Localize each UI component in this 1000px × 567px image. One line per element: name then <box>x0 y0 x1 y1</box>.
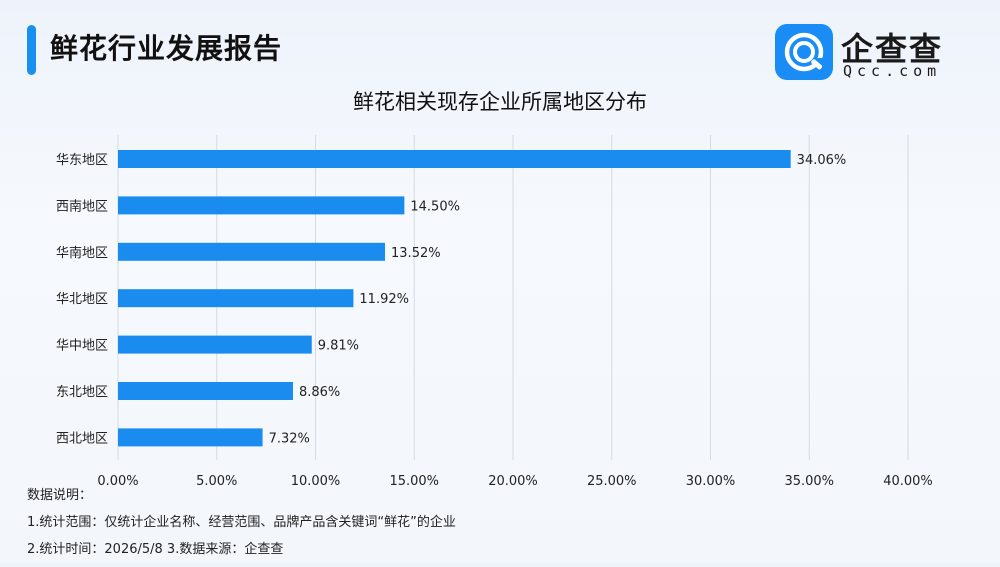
bar <box>118 196 405 215</box>
notes-heading: 数据说明： <box>27 488 93 503</box>
bar <box>118 289 354 308</box>
data-label: 11.92% <box>359 292 409 307</box>
bar <box>118 335 312 354</box>
y-tick-label: 华中地区 <box>56 339 108 354</box>
report-title: 鲜花行业发展报告 <box>50 32 283 65</box>
x-tick-label: 5.00% <box>196 474 237 489</box>
x-tick-label: 40.00% <box>883 474 933 489</box>
qcc-logo-domain: Qcc.com <box>843 62 942 80</box>
notes-source: 2.统计时间：2026/5/8 3.数据来源：企查查 <box>27 542 284 557</box>
data-label: 13.52% <box>391 246 441 261</box>
data-label: 9.81% <box>318 339 359 354</box>
x-tick-label: 35.00% <box>784 474 834 489</box>
bar <box>118 428 263 447</box>
data-label: 8.86% <box>299 385 340 400</box>
chart-title: 鲜花相关现存企业所属地区分布 <box>353 90 647 114</box>
y-tick-label: 华南地区 <box>56 245 108 261</box>
x-tick-label: 30.00% <box>686 474 736 489</box>
bar <box>118 242 386 261</box>
qcc-logo: 企查查 Qcc.com <box>775 24 975 84</box>
y-tick-label: 华东地区 <box>56 153 108 168</box>
x-tick-label: 10.00% <box>291 474 341 489</box>
header-accent-bar <box>27 25 36 75</box>
data-label: 34.06% <box>797 153 847 168</box>
y-tick-label: 西南地区 <box>56 198 108 214</box>
bar <box>118 150 791 168</box>
notes-scope: 1.统计范围：仅统计企业名称、经营范围、品牌产品含关键词“鲜花”的企业 <box>27 515 456 530</box>
x-tick-label: 15.00% <box>389 474 439 489</box>
x-tick-label: 20.00% <box>488 474 538 489</box>
y-tick-label: 西北地区 <box>56 431 108 446</box>
y-tick-label: 华北地区 <box>56 292 108 307</box>
bar-chart: 0.00% 5.00% 10.00% 15.00% 20.00% 25.00% 30.00%… <box>56 135 933 489</box>
data-label: 7.32% <box>269 431 310 446</box>
y-tick-label: 东北地区 <box>56 385 108 400</box>
data-notes: 数据说明： 1.统计范围：仅统计企业名称、经营范围、品牌产品含关键词“鲜花”的企… <box>27 486 456 567</box>
data-label: 14.50% <box>410 199 460 214</box>
x-tick-label: 0.00% <box>97 474 138 489</box>
qcc-logo-text: 企查查 <box>841 30 944 68</box>
bar <box>118 382 293 400</box>
x-tick-label: 25.00% <box>587 474 637 489</box>
qcc-logo-icon <box>775 24 833 80</box>
